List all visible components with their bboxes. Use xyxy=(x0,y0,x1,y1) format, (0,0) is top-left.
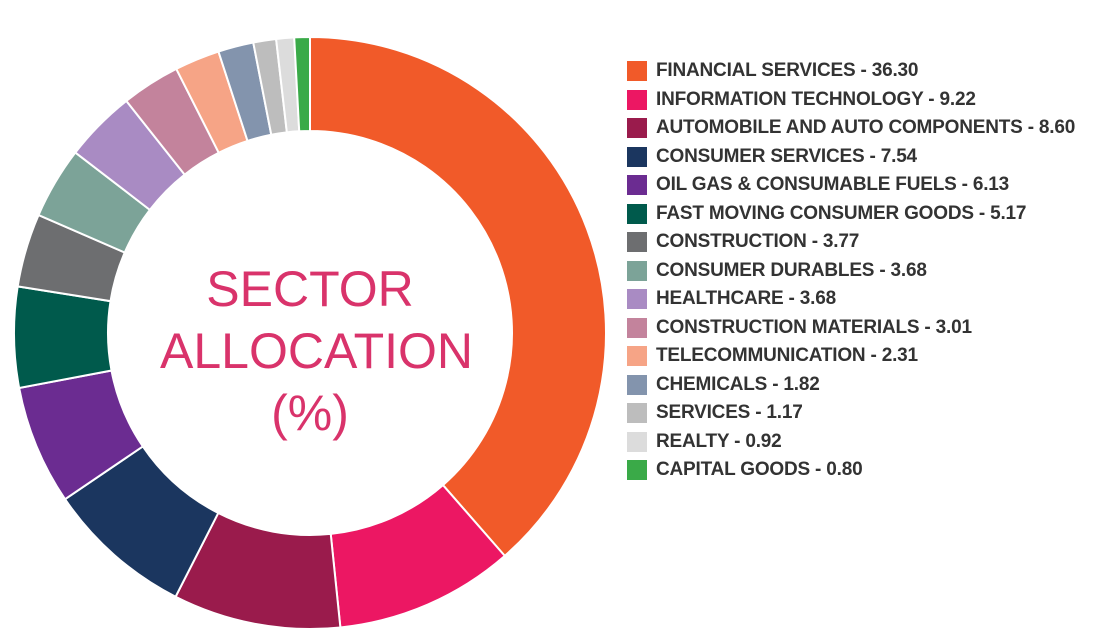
legend-label: REALTY - 0.92 xyxy=(656,430,782,452)
legend-swatch xyxy=(627,175,647,195)
legend-label: HEALTHCARE - 3.68 xyxy=(656,288,836,309)
legend-label: INFORMATION TECHNOLOGY - 9.22 xyxy=(656,88,976,110)
legend-item: CONSUMER DURABLES - 3.68 xyxy=(627,257,1097,286)
legend-label: CONSTRUCTION - 3.77 xyxy=(656,231,860,252)
legend-swatch xyxy=(627,346,647,366)
legend-label: AUTOMOBILE AND AUTO COMPONENTS - 8.60 xyxy=(656,117,1076,138)
donut-slice-capital-goods xyxy=(293,35,311,133)
chart-center-title: SECTOR ALLOCATION (%) xyxy=(160,258,474,444)
legend-item: CONSUMER SERVICES - 7.54 xyxy=(627,143,1097,172)
legend-item: CAPITAL GOODS - 0.80 xyxy=(627,456,1097,485)
legend-item: CONSTRUCTION - 3.77 xyxy=(627,228,1097,257)
legend-label: TELECOMMUNICATION - 2.31 xyxy=(656,345,918,366)
donut-slice-financial-services xyxy=(309,35,607,558)
legend-item: INFORMATION TECHNOLOGY - 9.22 xyxy=(627,86,1097,115)
center-title-line-2: ALLOCATION xyxy=(160,323,474,379)
legend-swatch xyxy=(627,374,647,395)
legend-item: FINANCIAL SERVICES - 36.30 xyxy=(627,57,1097,86)
legend-swatch xyxy=(627,317,647,338)
donut-chart xyxy=(13,35,607,630)
legend-swatch xyxy=(627,403,647,423)
donut-slice-fast-moving-consumer-goods xyxy=(13,285,113,390)
legend-item: FAST MOVING CONSUMER GOODS - 5.17 xyxy=(627,200,1097,229)
legend-swatch xyxy=(627,431,647,452)
legend-item: TELECOMMUNICATION - 2.31 xyxy=(627,342,1097,371)
legend-label: CAPITAL GOODS - 0.80 xyxy=(656,459,863,480)
legend-label: CHEMICALS - 1.82 xyxy=(656,373,820,395)
legend-swatch xyxy=(627,146,647,167)
legend-label: OIL GAS & CONSUMABLE FUELS - 6.13 xyxy=(656,174,1010,195)
legend-swatch xyxy=(627,260,647,281)
legend-swatch xyxy=(627,232,647,252)
legend-swatch xyxy=(627,203,647,224)
legend-item: SERVICES - 1.17 xyxy=(627,399,1097,428)
legend-label: FINANCIAL SERVICES - 36.30 xyxy=(656,60,919,81)
legend-item: OIL GAS & CONSUMABLE FUELS - 6.13 xyxy=(627,171,1097,200)
center-title-line-1: SECTOR xyxy=(206,261,414,317)
legend-item: CHEMICALS - 1.82 xyxy=(627,371,1097,400)
legend-swatch xyxy=(627,61,647,81)
legend-item: AUTOMOBILE AND AUTO COMPONENTS - 8.60 xyxy=(627,114,1097,143)
chart-legend: FINANCIAL SERVICES - 36.30 INFORMATION TE… xyxy=(627,57,1097,485)
legend-item: REALTY - 0.92 xyxy=(627,428,1097,457)
legend-label: CONSTRUCTION MATERIALS - 3.01 xyxy=(656,316,972,338)
legend-item: HEALTHCARE - 3.68 xyxy=(627,285,1097,314)
center-title-line-3: (%) xyxy=(271,385,349,441)
legend-label: CONSUMER DURABLES - 3.68 xyxy=(656,259,927,281)
legend-swatch xyxy=(627,289,647,309)
legend-swatch xyxy=(627,89,647,110)
legend-swatch xyxy=(627,460,647,480)
legend-swatch xyxy=(627,118,647,138)
legend-item: CONSTRUCTION MATERIALS - 3.01 xyxy=(627,314,1097,343)
legend-label: CONSUMER SERVICES - 7.54 xyxy=(656,145,917,167)
legend-label: SERVICES - 1.17 xyxy=(656,402,803,423)
legend-label: FAST MOVING CONSUMER GOODS - 5.17 xyxy=(656,202,1027,224)
